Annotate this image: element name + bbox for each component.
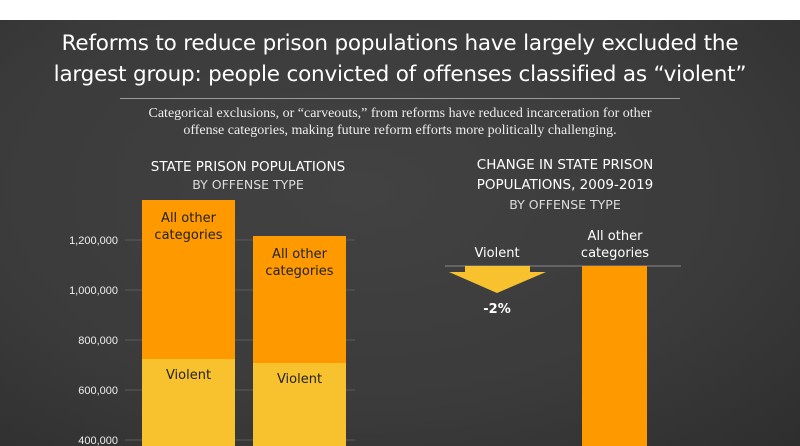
y-tick-label: 800,000 (78, 335, 118, 347)
bar-label-violent: Violent (166, 368, 211, 383)
title-line-1: Reforms to reduce prison populations hav… (61, 31, 739, 56)
right-chart-title-2: POPULATIONS, 2009-2019 (477, 177, 654, 193)
y-tick-label: 1,200,000 (69, 235, 118, 247)
bar-other-change (582, 266, 647, 446)
bar-label-other: All other (161, 211, 217, 226)
background (0, 20, 800, 446)
right-chart-title-1: CHANGE IN STATE PRISON (477, 157, 653, 173)
bar-violent (253, 363, 346, 446)
y-tick-label: 1,000,000 (69, 285, 118, 297)
title-line-2: largest group: people convicted of offen… (53, 62, 747, 87)
top-strip (0, 0, 800, 20)
category-label-other: All other (588, 229, 644, 244)
subtitle-line-2: offense categories, making future reform… (183, 123, 617, 138)
bar-other (142, 200, 235, 359)
bar-other (253, 236, 346, 363)
infographic-title: Reforms to reduce prison populations hav… (0, 28, 800, 90)
arrow-down-violent (449, 266, 546, 293)
right-chart-subtitle: BY OFFENSE TYPE (509, 197, 621, 212)
left-chart-title: STATE PRISON POPULATIONS (151, 159, 345, 175)
bar-label-other: categories (265, 264, 333, 279)
data-label-violent: -2% (483, 302, 510, 317)
bar-violent (142, 359, 235, 446)
bar-label-other: All other (272, 247, 328, 262)
y-tick-label: 400,000 (78, 435, 118, 446)
subtitle-line-1: Categorical exclusions, or “carveouts,” … (148, 106, 652, 121)
category-label-violent: Violent (474, 246, 519, 261)
category-label-other: categories (581, 246, 649, 261)
bar-label-violent: Violent (277, 372, 322, 387)
left-chart-subtitle: BY OFFENSE TYPE (192, 177, 304, 192)
divider (120, 98, 680, 99)
y-tick-label: 600,000 (78, 385, 118, 397)
infographic-subtitle: Categorical exclusions, or “carveouts,” … (90, 105, 710, 139)
bar-label-other: categories (154, 228, 222, 243)
